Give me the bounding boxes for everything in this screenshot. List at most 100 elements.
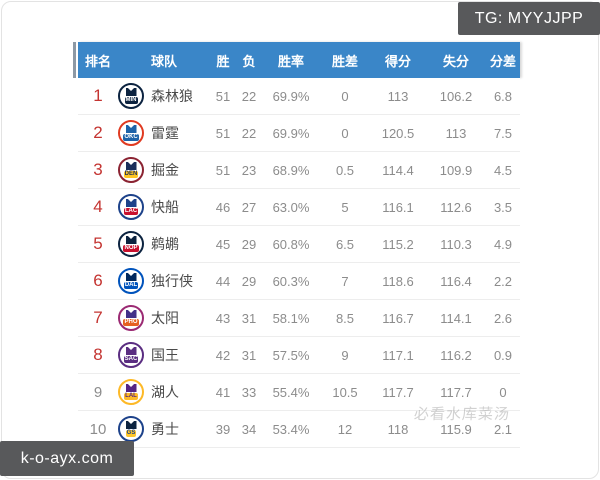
team-logo-icon: DEN — [118, 157, 144, 183]
header-gb: 胜差 — [331, 53, 358, 69]
table-row: 1 MIN 森林狼 51 22 69.9% 0 113 106.2 6.8 — [78, 78, 520, 115]
team-abbr: DAL — [123, 282, 139, 289]
standings-table: 排名 球队胜负胜率 胜差 得分 失分 分差 1 MIN 森林狼 51 22 69.9% 0 113 106… — [78, 42, 520, 448]
rank-value: 10 — [89, 420, 107, 438]
rank-value: 6 — [93, 271, 103, 290]
table-row: 10 GS 勇士 39 34 53.4% 12 118 115.9 2.1 — [78, 411, 520, 448]
pa-value: 109.9 — [439, 162, 473, 178]
website-url-badge: k-o-ayx.com — [0, 441, 134, 476]
watermark-text: 必看水库菜汤 — [413, 406, 511, 423]
team-cell: OKC 雷霆 — [118, 120, 210, 146]
jersey-icon — [125, 125, 137, 133]
jersey-icon — [125, 273, 137, 281]
gb-value: 0 — [341, 125, 349, 141]
pct-value: 53.4% — [272, 421, 310, 437]
team-name: 鹈鹕 — [151, 236, 179, 252]
team-logo-icon: SAC — [118, 342, 144, 368]
table-header-row: 排名 球队 胜负 胜率 胜差 得分 失分 分差 — [78, 42, 520, 78]
diff-value: 6.8 — [493, 88, 513, 104]
pf-value: 118.6 — [382, 273, 414, 289]
diff-value: 0 — [499, 384, 507, 400]
rank-value: 7 — [93, 308, 103, 327]
gb-value: 8.5 — [335, 310, 355, 326]
losses-value: 31 — [241, 310, 257, 326]
diff-value: 4.9 — [493, 236, 513, 252]
header-diff: 分差 — [489, 53, 516, 69]
pct-value: 60.3% — [272, 273, 310, 289]
diff-value: 7.5 — [493, 125, 513, 141]
losses-value: 33 — [241, 384, 257, 400]
gb-value: 9 — [341, 347, 349, 363]
team-name: 雷霆 — [151, 125, 179, 141]
pa-value: 113 — [445, 125, 467, 141]
pct-value: 69.9% — [272, 125, 310, 141]
team-cell: LAL 湖人 — [118, 379, 210, 405]
team-abbr: LAL — [124, 393, 138, 400]
pf-value: 113 — [387, 88, 409, 104]
jersey-icon — [125, 384, 137, 392]
team-logo-icon: MIN — [118, 83, 144, 109]
gb-value: 0.5 — [335, 162, 355, 178]
jersey-icon — [125, 310, 137, 318]
header-losses: 负 — [242, 53, 256, 69]
pct-value: 60.8% — [272, 236, 310, 252]
team-cell: GS 勇士 — [118, 416, 210, 442]
table-row: 3 DEN 掘金 51 23 68.9% 0.5 114.4 109.9 4.5 — [78, 152, 520, 189]
rank-value: 4 — [93, 197, 103, 216]
wins-value: 43 — [215, 310, 231, 326]
jersey-icon — [125, 236, 137, 244]
losses-value: 27 — [241, 199, 257, 215]
table-row: 2 OKC 雷霆 51 22 69.9% 0 120.5 113 7.5 — [78, 115, 520, 152]
gb-value: 6.5 — [335, 236, 355, 252]
rank-value: 5 — [93, 234, 103, 253]
pct-value: 58.1% — [272, 310, 310, 326]
pct-value: 57.5% — [272, 347, 310, 363]
wins-value: 42 — [215, 347, 231, 363]
team-logo-icon: OKC — [118, 120, 144, 146]
pf-value: 116.1 — [382, 199, 414, 215]
pa-value: 116.4 — [440, 273, 472, 289]
pa-value: 110.3 — [440, 236, 472, 252]
losses-value: 22 — [241, 125, 257, 141]
team-cell: DEN 掘金 — [118, 157, 210, 183]
team-logo-icon: GS — [118, 416, 144, 442]
header-accent-bar — [73, 42, 76, 78]
wins-value: 51 — [215, 125, 231, 141]
jersey-icon — [125, 162, 137, 170]
header-rank: 排名 — [84, 53, 111, 69]
wins-value: 44 — [215, 273, 231, 289]
pa-value: 112.6 — [440, 199, 472, 215]
pa-value: 114.1 — [440, 310, 472, 326]
team-name: 森林狼 — [151, 88, 193, 104]
table-body: 1 MIN 森林狼 51 22 69.9% 0 113 106.2 6.8 2 OKC 雷霆 51 22 69… — [78, 78, 520, 448]
pa-value: 117.7 — [440, 384, 472, 400]
losses-value: 29 — [241, 273, 257, 289]
team-abbr: OKC — [123, 134, 139, 141]
telegram-handle-badge: TG: MYYJJPP — [458, 2, 600, 35]
pf-value: 115.2 — [382, 236, 414, 252]
team-name: 快船 — [151, 199, 179, 215]
team-logo-icon: LAC — [118, 194, 144, 220]
pf-value: 114.4 — [382, 162, 414, 178]
pf-value: 117.1 — [382, 347, 414, 363]
table-row: 8 SAC 国王 42 31 57.5% 9 117.1 116.2 0.9 — [78, 337, 520, 374]
team-cell: DAL 独行侠 — [118, 268, 210, 294]
team-name: 独行侠 — [151, 273, 193, 289]
team-logo-icon: PHO — [118, 305, 144, 331]
wins-value: 41 — [215, 384, 231, 400]
team-cell: PHO 太阳 — [118, 305, 210, 331]
losses-value: 23 — [241, 162, 257, 178]
wins-value: 51 — [215, 162, 231, 178]
losses-value: 34 — [241, 421, 257, 437]
team-cell: MIN 森林狼 — [118, 83, 210, 109]
diff-value: 2.6 — [493, 310, 513, 326]
team-abbr: NOP — [123, 245, 139, 252]
team-abbr: GS — [125, 430, 137, 437]
gb-value: 10.5 — [332, 384, 358, 400]
rank-value: 2 — [93, 123, 103, 142]
header-wins: 胜 — [216, 53, 230, 69]
header-pf: 得分 — [384, 53, 411, 69]
diff-value: 4.5 — [493, 162, 513, 178]
table-row: 4 LAC 快船 46 27 63.0% 5 116.1 112.6 3.5 — [78, 189, 520, 226]
team-cell: SAC 国王 — [118, 342, 210, 368]
